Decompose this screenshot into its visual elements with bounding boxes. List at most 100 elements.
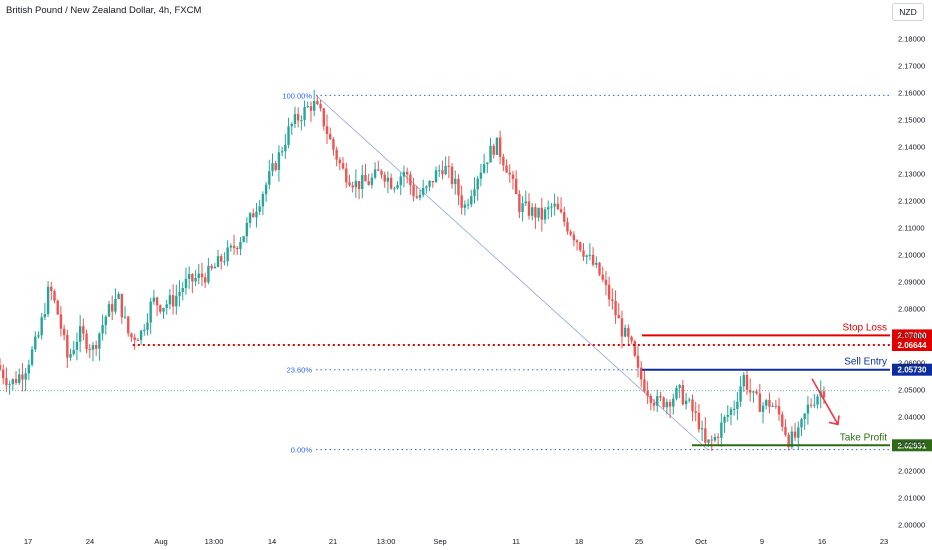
candle-body (396, 185, 399, 189)
arrow-head (828, 415, 840, 426)
candle-body (59, 314, 63, 329)
candle-body (75, 341, 79, 350)
candle-body (78, 326, 82, 342)
candle-body (357, 180, 361, 190)
candle-body (46, 286, 50, 315)
candle-body (418, 194, 422, 198)
candle-body (572, 234, 576, 241)
candle-body (473, 189, 476, 197)
candle-body (691, 399, 694, 412)
candle-body (377, 169, 380, 171)
trade-levels: Stop Loss 2.07000 Sell Entry 2.05730 Take Pr… (132, 322, 932, 452)
candle-body (421, 187, 425, 195)
candle-body (50, 286, 53, 292)
candle-body (181, 288, 184, 292)
candle-body (514, 178, 518, 195)
chart-title: British Pound / New Zealand Dollar, 4h, … (6, 5, 202, 16)
candle-body (559, 209, 563, 213)
candle-body (210, 265, 213, 269)
candle-body (428, 180, 431, 187)
y-tick-label: 2.16000 (898, 88, 925, 97)
candle-body (409, 174, 412, 186)
candle-body (540, 207, 544, 220)
x-tick-label: 18 (575, 537, 583, 546)
candle-body (85, 333, 88, 350)
candle-body (130, 333, 133, 338)
candle-body (681, 385, 685, 405)
candle-body (425, 186, 428, 188)
currency-button[interactable]: NZD (892, 3, 924, 21)
candle-body (537, 207, 540, 218)
candle-body (248, 213, 252, 223)
candle-body (242, 236, 245, 242)
candle-body (479, 172, 483, 179)
y-tick-label: 2.15000 (898, 115, 925, 124)
candle-body (460, 195, 463, 208)
candle-body (2, 369, 5, 379)
candle-body (72, 349, 75, 355)
candle-body (441, 170, 444, 175)
candle-body (508, 172, 511, 175)
candle-body (364, 175, 367, 182)
price-badge-label: 2.06644 (898, 341, 927, 350)
level-label: Take Profit (840, 432, 887, 443)
candle-body (822, 391, 826, 398)
candle-body (309, 106, 313, 111)
candle-body (5, 378, 8, 386)
candle-body (316, 101, 319, 105)
x-tick-label: 11 (512, 537, 520, 546)
candle-body (774, 405, 778, 407)
y-tick-label: 2.12000 (898, 196, 925, 205)
candle-body (107, 304, 111, 317)
candle-body (111, 304, 114, 312)
candle-body (345, 168, 348, 183)
candle-body (232, 245, 236, 249)
candle-body (454, 178, 457, 185)
candle-body (37, 335, 40, 337)
candle-body (563, 212, 566, 222)
candle-body (18, 374, 21, 383)
candle-body (293, 114, 297, 124)
level-label: Stop Loss (843, 322, 887, 333)
candle-body (120, 293, 124, 318)
candle-body (553, 203, 556, 207)
y-tick-label: 2.17000 (898, 61, 925, 70)
x-tick-label: Sep (433, 537, 446, 546)
candle-body (678, 385, 681, 388)
candle-body (498, 137, 502, 157)
candle-body (806, 404, 810, 414)
candle-body (585, 255, 588, 257)
candle-body (684, 400, 688, 405)
candle-body (656, 396, 659, 406)
candle-body (271, 163, 274, 172)
candle-body (402, 171, 406, 177)
candle-body (697, 412, 701, 430)
y-tick-label: 2.04000 (898, 412, 925, 421)
fib-level-label: 100.00% (282, 91, 312, 100)
candle-body (200, 273, 204, 278)
candle-body (486, 162, 489, 165)
candle-body (104, 316, 107, 326)
price-badge-label: 2.05730 (898, 366, 927, 375)
candle-body (386, 177, 390, 182)
candle-body (547, 207, 550, 210)
candle-body (94, 345, 98, 349)
candle-body (457, 178, 460, 196)
fib-level-label: 23.60% (287, 366, 313, 375)
candle-body (575, 240, 579, 243)
candle-body (797, 427, 800, 438)
candle-body (30, 349, 34, 365)
candle-body (300, 120, 303, 122)
candle-body (399, 176, 402, 186)
candle-body (813, 404, 816, 406)
candle-body (245, 222, 249, 237)
candle-body (502, 156, 505, 166)
candle-body (707, 439, 710, 443)
candle-body (268, 171, 271, 185)
candle-body (694, 411, 697, 413)
candle-body (82, 326, 85, 334)
candle-body (659, 396, 662, 398)
price-badge (892, 339, 932, 352)
y-tick-label: 2.06000 (898, 358, 925, 367)
